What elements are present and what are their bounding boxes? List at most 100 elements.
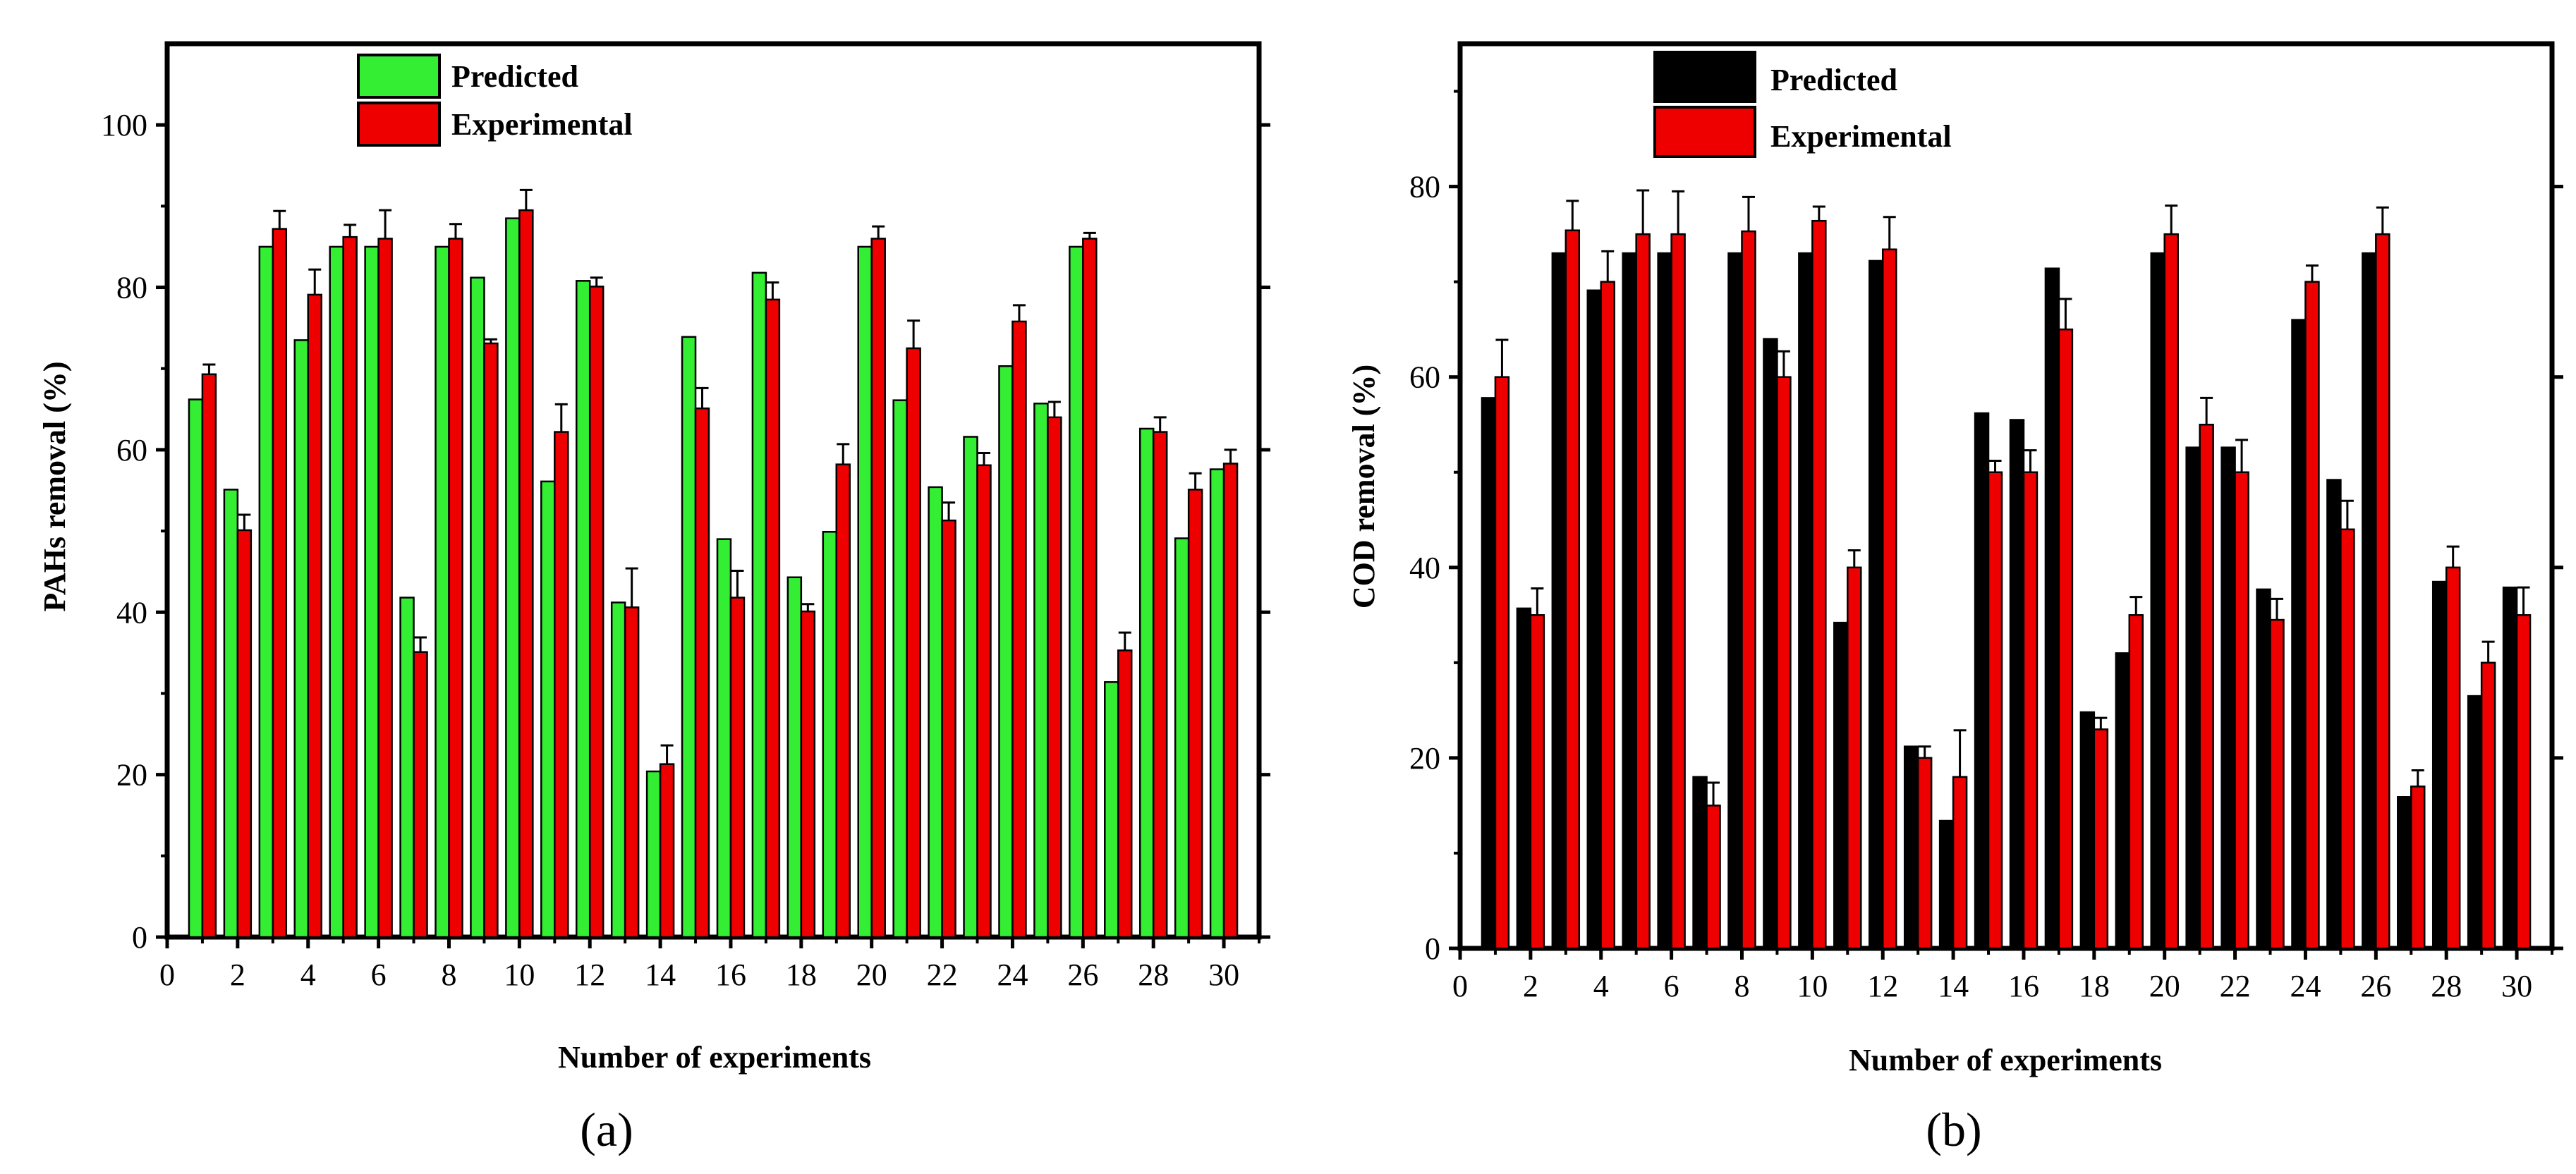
bar-predicted [1833,621,1849,950]
bar-experimental [1565,229,1581,950]
bar-predicted [364,245,379,938]
x-tick-label: 2 [1523,969,1538,1003]
bar-predicted [2079,711,2096,950]
y-tick-label: 60 [1409,360,1440,395]
x-tick-label: 28 [2431,969,2462,1003]
bar-experimental [1706,805,1721,950]
bar-experimental [201,373,217,938]
x-tick-label: 8 [441,958,456,992]
bar-predicted [2467,695,2483,950]
bar-predicted [1138,427,1155,938]
bar-predicted [1798,252,1813,950]
x-tick-label: 10 [504,958,535,992]
bar-predicted [1209,468,1225,938]
bar-experimental [624,606,640,938]
bar-predicted [610,601,626,938]
x-tick-label: 24 [997,958,1028,992]
bar-experimental [1529,614,1545,950]
bar-predicted [188,398,204,938]
y-tick-label: 40 [1409,551,1440,585]
x-tick-label: 6 [1664,969,1679,1003]
bar-predicted [645,770,662,938]
bar-predicted [998,365,1014,938]
y-tick-label: 0 [1425,931,1440,966]
bar-predicted [857,245,873,938]
legend-swatch-experimental [357,102,441,147]
bar-predicted [399,597,415,938]
legend-label-experimental: Experimental [451,107,633,142]
x-tick-label: 30 [1208,958,1239,992]
x-tick-label: 2 [230,958,245,992]
bar-predicted [963,436,978,938]
bar-experimental [1494,376,1510,950]
y-tick-label: 80 [116,271,147,305]
plot-area-frame [1457,41,2555,951]
bar-predicted [716,538,732,938]
x-tick-label: 26 [1067,958,1098,992]
bar-predicted [1174,537,1190,938]
bar-experimental [2480,661,2496,950]
bar-predicted [505,217,521,938]
legend-swatch-predicted [1653,51,1756,103]
bar-predicted [293,339,309,938]
bar-experimental [1741,230,1756,950]
bar-predicted [1586,289,1602,950]
bar-predicted [2397,796,2412,950]
bar-experimental [1222,463,1239,938]
x-axis-label: Number of experiments [1849,1043,2162,1077]
bar-predicted [2220,446,2236,950]
bar-experimental [1776,376,1792,950]
panel-caption-a: (a) [580,1103,633,1156]
bar-predicted [258,245,274,938]
bar-predicted [1869,259,1884,950]
y-tick-label: 40 [116,595,147,630]
x-tick-label: 20 [856,958,887,992]
bar-experimental [1187,489,1203,938]
bar-predicted [1903,745,1919,950]
bar-experimental [2445,566,2461,950]
x-tick-label: 30 [2501,969,2532,1003]
bar-predicted [1516,607,1532,950]
bar-predicted [2115,652,2131,950]
bar-predicted [540,480,556,938]
bar-experimental [1952,776,1968,950]
bar-experimental [1881,248,1897,950]
bar-experimental [659,763,675,938]
bar-predicted [2291,319,2307,950]
bar-experimental [2093,728,2109,950]
x-tick-label: 0 [1452,969,1468,1003]
bar-experimental [2410,785,2426,950]
y-axis-label: PAHs removal (%) [37,361,72,611]
bar-predicted [1069,245,1084,938]
bar-predicted [1104,681,1119,938]
x-axis-label: Number of experiments [558,1040,871,1075]
bar-experimental [1011,320,1027,938]
bar-experimental [307,293,322,938]
bar-predicted [2009,419,2025,950]
bar-experimental [729,597,746,938]
x-tick-label: 12 [574,958,605,992]
x-tick-label: 28 [1138,958,1169,992]
bar-experimental [2234,471,2249,950]
bar-predicted [1727,252,1743,950]
x-tick-label: 14 [1938,969,1969,1003]
bar-experimental [1152,431,1168,938]
bar-experimental [1670,233,1686,950]
bar-experimental [342,236,358,938]
x-tick-label: 4 [1593,969,1609,1003]
bar-experimental [2022,471,2039,950]
x-tick-label: 24 [2290,969,2321,1003]
bar-experimental [2375,233,2390,950]
x-tick-label: 22 [2220,969,2251,1003]
bar-predicted [2256,588,2271,950]
bar-predicted [751,271,767,938]
x-tick-label: 26 [2360,969,2391,1003]
bar-predicted [2362,252,2377,950]
bar-experimental [1082,238,1098,938]
bar-predicted [223,489,239,938]
bar-predicted [928,486,943,938]
x-tick-label: 16 [715,958,746,992]
bar-predicted [2044,267,2060,950]
plot-area-frame [164,41,1262,940]
legend: Predicted Experimental [1653,51,1952,158]
